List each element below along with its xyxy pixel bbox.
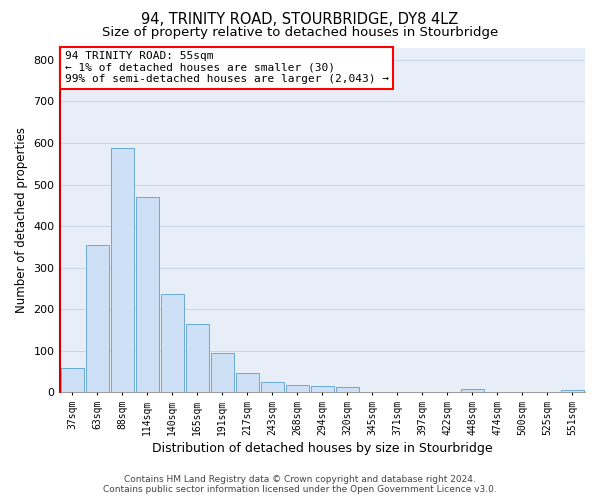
Bar (136, 197, 158, 392)
Text: 94, TRINITY ROAD, STOURBRIDGE, DY8 4LZ: 94, TRINITY ROAD, STOURBRIDGE, DY8 4LZ (142, 12, 458, 28)
X-axis label: Distribution of detached houses by size in Stourbridge: Distribution of detached houses by size … (152, 442, 493, 455)
Bar (110, 148, 134, 392)
Text: 94 TRINITY ROAD: 55sqm
← 1% of detached houses are smaller (30)
99% of semi-deta: 94 TRINITY ROAD: 55sqm ← 1% of detached … (65, 51, 389, 84)
Y-axis label: Number of detached properties: Number of detached properties (15, 127, 28, 313)
Bar (261, 382, 284, 392)
Bar (336, 387, 359, 392)
Bar (561, 390, 584, 392)
Bar (286, 384, 309, 392)
Bar (236, 372, 259, 392)
Bar (185, 324, 209, 392)
Bar (461, 389, 484, 392)
Bar (86, 244, 109, 392)
Bar (311, 386, 334, 392)
Bar (61, 368, 83, 392)
Text: Contains HM Land Registry data © Crown copyright and database right 2024.
Contai: Contains HM Land Registry data © Crown c… (103, 474, 497, 494)
Bar (211, 352, 233, 392)
Bar (161, 294, 184, 392)
Text: Size of property relative to detached houses in Stourbridge: Size of property relative to detached ho… (102, 26, 498, 39)
